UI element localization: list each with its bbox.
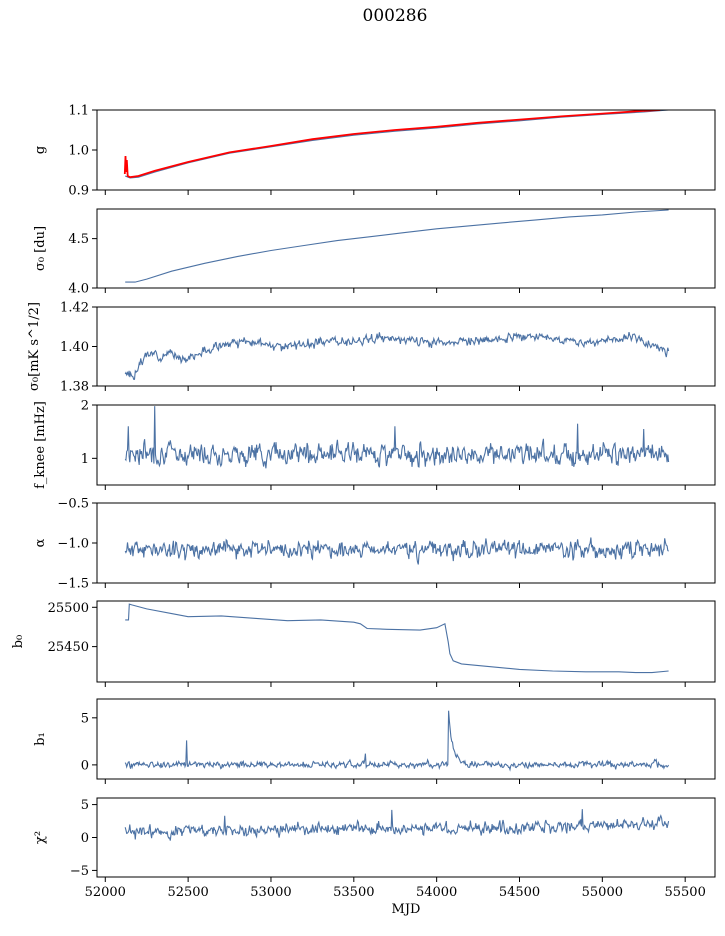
panel-sigma0_mK: 1.38 1.40 1.42 σ₀[mK s^1/2]: [27, 301, 716, 395]
panel-chi2: −5 0 5 52000 52500 53000 53500 54000 54500 55000 5…: [33, 797, 716, 917]
series-line-fknee: [124, 406, 670, 469]
panel-b0: 25450 25500 b₀: [11, 600, 716, 687]
ytick-label: 0: [81, 758, 89, 773]
y-axis-label-sigma0: σ₀ [du]: [33, 226, 48, 271]
axes-frame-fknee: [96, 404, 716, 486]
y-axis-label-alpha: α: [33, 538, 48, 547]
series-line-g: [124, 110, 669, 179]
ytick-label: 0.9: [68, 184, 89, 199]
y-axis-label-b0: b₀: [11, 635, 26, 649]
axes-frame-b0: [96, 600, 716, 683]
ytick-label: −0.5: [57, 497, 89, 512]
series-line-sigma0: [125, 209, 669, 283]
series-line-b1: [124, 710, 670, 772]
series-line-b0: [125, 603, 669, 674]
xtick-label: 53500: [333, 885, 374, 900]
panel-sigma0: 4.0 4.5 σ₀ [du]: [33, 208, 716, 297]
xtick-label: 55500: [664, 885, 705, 900]
y-axis-label-fknee: f_knee [mHz]: [33, 401, 48, 489]
series-line-alpha: [124, 537, 669, 565]
ytick-label: 25500: [48, 601, 89, 616]
ytick-label: 1.40: [60, 340, 89, 355]
ytick-label: 25450: [48, 640, 89, 655]
ytick-label: −1.0: [57, 537, 89, 552]
xtick-label: 54500: [499, 885, 540, 900]
y-axis-label-b1: b₁: [33, 732, 48, 746]
xtick-label: 52500: [167, 885, 208, 900]
ytick-label: 1: [81, 452, 89, 467]
ytick-label: 1.38: [60, 380, 89, 395]
panel-g: 0.9 1.0 1.1 g: [33, 104, 716, 199]
ytick-label: 0: [81, 831, 89, 846]
axes-frame-alpha: [96, 502, 716, 584]
panel-fknee: 1 2 f_knee [mHz]: [33, 399, 716, 490]
ytick-label: 5: [81, 711, 89, 726]
ytick-label: 1.0: [68, 144, 89, 159]
axes-frame-chi2: [96, 797, 716, 878]
series-line-model: [123, 110, 661, 179]
y-axis-label-sigma0_mK: σ₀[mK s^1/2]: [27, 302, 42, 391]
panel-b1: 0 5 b₁: [33, 698, 716, 784]
ytick-label: 2: [81, 399, 89, 414]
ytick-label: 4.0: [68, 282, 89, 297]
axes-frame-sigma0_mK: [96, 306, 716, 387]
axes-frame-b1: [96, 698, 716, 780]
axes-frame-sigma0: [96, 208, 716, 289]
ytick-label: 5: [81, 798, 89, 813]
xtick-label: 53000: [250, 885, 291, 900]
ytick-label: 4.5: [68, 232, 89, 247]
series-line-chi2: [124, 809, 670, 841]
xtick-label: 55000: [582, 885, 623, 900]
panel-alpha: −1.5 −1.0 −0.5 α: [33, 497, 716, 592]
y-axis-label-chi2: χ²: [33, 831, 48, 844]
ytick-label: −1.5: [57, 577, 89, 592]
y-axis-label-g: g: [33, 146, 48, 154]
ytick-label: 1.42: [60, 301, 89, 316]
ytick-label: −5: [70, 864, 89, 879]
x-axis-label: MJD: [392, 902, 421, 917]
ytick-label: 1.1: [68, 104, 89, 119]
xtick-label: 52000: [85, 885, 126, 900]
axes-frame-g: [96, 109, 716, 191]
xtick-label: 54000: [416, 885, 457, 900]
series-line-sigma0_mK: [124, 331, 670, 380]
figure-title: 000286: [362, 6, 428, 26]
